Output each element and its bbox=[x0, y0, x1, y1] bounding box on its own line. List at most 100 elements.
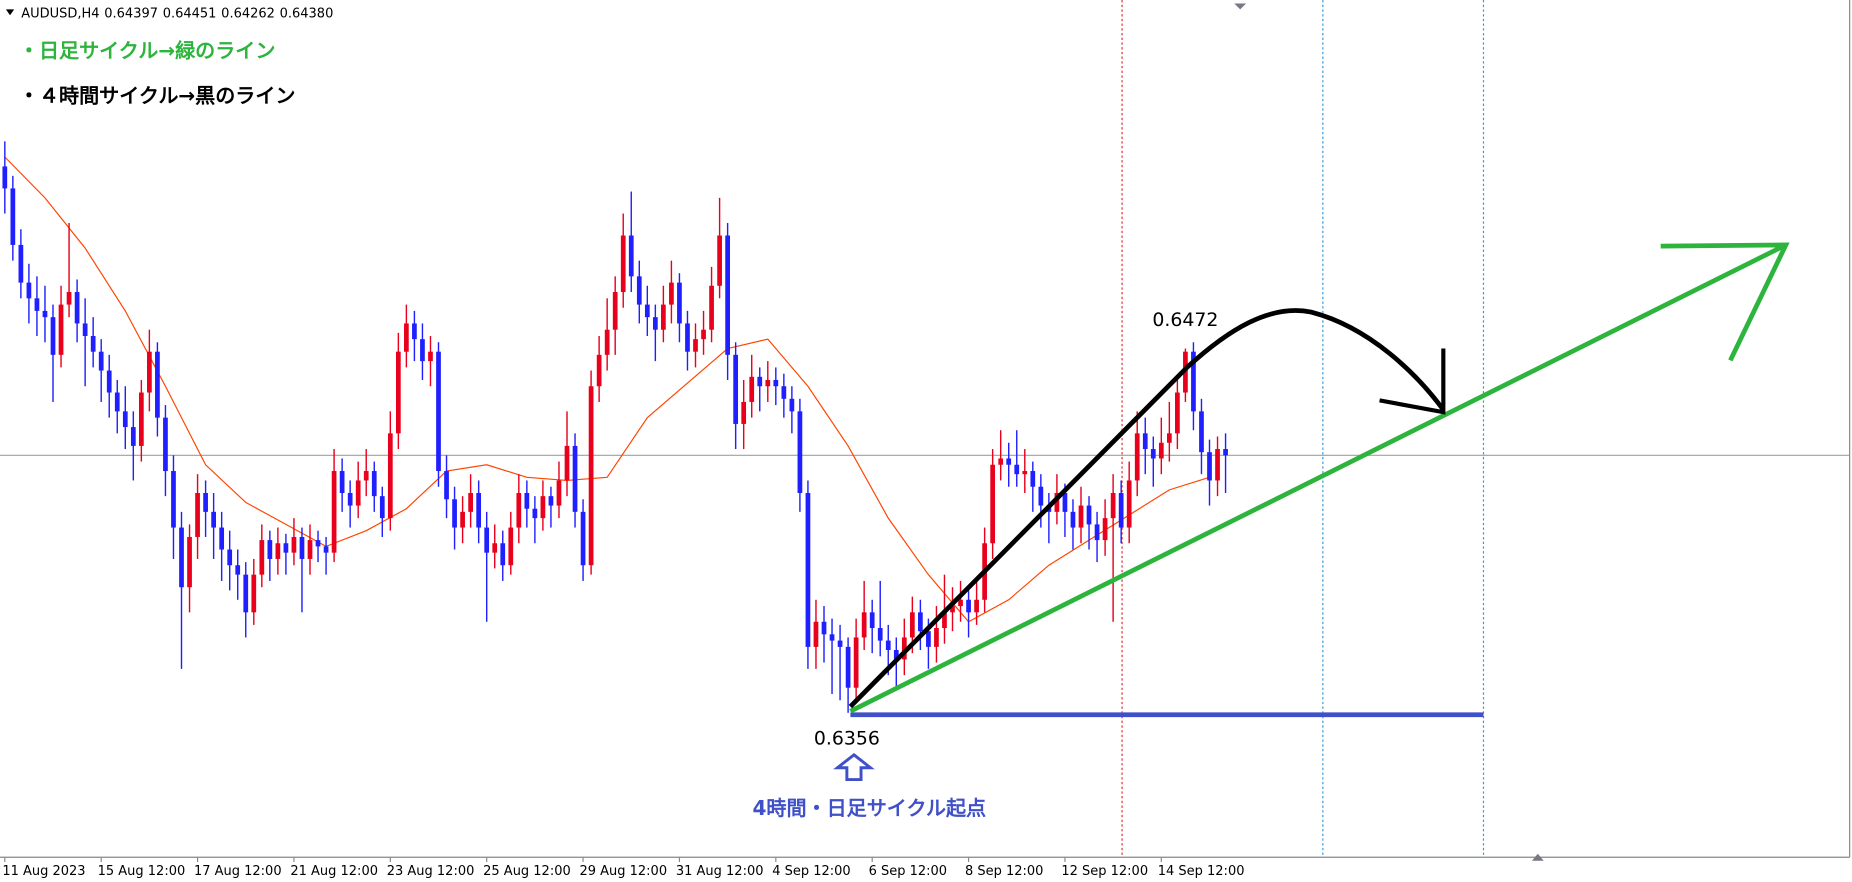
candle-body bbox=[652, 317, 658, 330]
candle-body bbox=[1142, 433, 1148, 450]
candle-body bbox=[974, 599, 979, 613]
candle-body bbox=[765, 379, 771, 387]
candle-body bbox=[1078, 505, 1084, 528]
candle-body bbox=[347, 493, 353, 506]
candle-body bbox=[339, 471, 345, 494]
x-tick-label: 11 Aug 2023 bbox=[2, 864, 85, 879]
candle-body bbox=[572, 445, 578, 512]
candle-body bbox=[90, 336, 96, 352]
shift-marker bbox=[1531, 853, 1544, 861]
x-tick-label: 15 Aug 12:00 bbox=[98, 864, 186, 879]
x-tick-label: 17 Aug 12:00 bbox=[194, 864, 282, 879]
candle-body bbox=[966, 599, 971, 613]
candle-body bbox=[2, 166, 8, 189]
x-tick-label: 4 Sep 12:00 bbox=[772, 864, 850, 879]
candle-body bbox=[998, 458, 1004, 465]
candle-body bbox=[893, 650, 899, 660]
candle-body bbox=[604, 329, 610, 355]
candle-body bbox=[837, 640, 843, 647]
x-tick-label: 12 Sep 12:00 bbox=[1061, 864, 1148, 879]
candle-body bbox=[171, 471, 176, 528]
candle-body bbox=[950, 606, 955, 613]
daily-cycle-arrowhead bbox=[1660, 242, 1790, 362]
4h-cycle-arrowhead bbox=[1379, 348, 1446, 415]
candle-body bbox=[628, 235, 634, 277]
candle-body bbox=[877, 628, 883, 641]
candle-body bbox=[958, 599, 963, 607]
candle-body bbox=[540, 496, 546, 519]
candle-body bbox=[749, 376, 755, 402]
candle-body bbox=[243, 574, 249, 613]
candle-body bbox=[468, 493, 473, 512]
candle-body bbox=[10, 188, 16, 245]
candle-body bbox=[934, 628, 939, 647]
candle-body bbox=[1175, 392, 1180, 434]
candle-body bbox=[564, 445, 570, 481]
candle-body bbox=[990, 464, 996, 544]
candle-body bbox=[387, 433, 393, 519]
candle-body bbox=[283, 543, 289, 553]
candle-body bbox=[291, 536, 297, 553]
candle-body bbox=[155, 351, 160, 418]
candle-body bbox=[1134, 433, 1140, 481]
candle-body bbox=[82, 323, 88, 336]
candle-body bbox=[227, 549, 233, 566]
candle-body bbox=[717, 235, 722, 286]
candle-body bbox=[163, 417, 168, 472]
candle-body bbox=[644, 304, 650, 318]
candle-body bbox=[211, 511, 216, 528]
candle-body bbox=[821, 621, 827, 635]
low-price-label: 0.6356 bbox=[814, 728, 880, 750]
candle-body bbox=[355, 480, 361, 506]
candle-body bbox=[725, 235, 730, 355]
menu-triangle bbox=[5, 9, 15, 16]
candle-body bbox=[492, 543, 498, 553]
candle-body bbox=[596, 354, 602, 387]
header-open: 0.64397 bbox=[104, 7, 158, 22]
x-tick-label: 21 Aug 12:00 bbox=[290, 864, 378, 879]
symbol: AUDUSD,H4 bbox=[21, 7, 99, 22]
x-tick-label: 14 Sep 12:00 bbox=[1158, 864, 1245, 879]
header-high: 0.64451 bbox=[163, 7, 217, 22]
candle-body bbox=[1223, 449, 1228, 456]
candle-body bbox=[853, 637, 859, 688]
candle-body bbox=[1006, 458, 1012, 465]
candle-body bbox=[901, 637, 907, 660]
candle-body bbox=[669, 282, 674, 305]
candle-body bbox=[861, 612, 867, 638]
candle-body bbox=[315, 540, 321, 547]
candle-body bbox=[66, 292, 72, 305]
candle-body bbox=[757, 376, 763, 387]
candle-body bbox=[379, 496, 385, 519]
candle-body bbox=[1062, 493, 1068, 512]
candle-body bbox=[114, 392, 120, 412]
candle-body bbox=[395, 351, 401, 434]
x-tick-label: 8 Sep 12:00 bbox=[965, 864, 1043, 879]
origin-arrow bbox=[833, 752, 875, 782]
candle-body bbox=[620, 235, 626, 293]
candle-body bbox=[1166, 433, 1172, 443]
candle-body bbox=[918, 612, 923, 632]
candle-body bbox=[693, 339, 698, 352]
candle-body bbox=[869, 612, 875, 629]
candle-body bbox=[1150, 449, 1156, 459]
header-close: 0.64380 bbox=[280, 7, 334, 22]
x-tick-label: 29 Aug 12:00 bbox=[580, 864, 668, 879]
moving-average bbox=[4, 156, 1210, 623]
x-tick-label: 25 Aug 12:00 bbox=[483, 864, 571, 879]
candle-body bbox=[371, 471, 377, 497]
candle-body bbox=[1158, 442, 1164, 459]
candle-body bbox=[500, 543, 506, 566]
candle-body bbox=[805, 493, 811, 647]
candle-body bbox=[1126, 480, 1132, 528]
candle-body bbox=[677, 282, 682, 324]
candle-body bbox=[1199, 411, 1204, 453]
candle-body bbox=[428, 351, 433, 362]
candle-body bbox=[661, 304, 666, 330]
candle-body bbox=[452, 499, 457, 528]
candle-body bbox=[179, 527, 184, 588]
candle-body bbox=[636, 276, 642, 305]
candle-body bbox=[773, 379, 779, 387]
